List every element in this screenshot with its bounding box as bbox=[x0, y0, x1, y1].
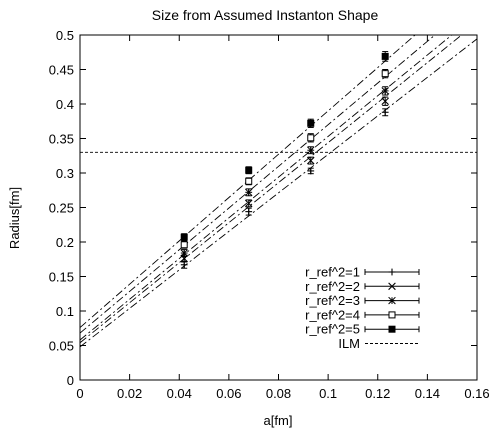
data-point bbox=[307, 146, 315, 155]
y-tick-label: 0.1 bbox=[56, 304, 74, 319]
data-point bbox=[244, 199, 253, 208]
y-tick-label: 0.4 bbox=[56, 97, 74, 112]
legend-label: r_ref^2=5 bbox=[305, 322, 360, 337]
data-point bbox=[180, 240, 188, 249]
point-marker bbox=[307, 134, 315, 142]
y-tick-label: 0.3 bbox=[56, 166, 74, 181]
legend-label: ILM bbox=[338, 336, 360, 351]
legend-item: r_ref^2=4 bbox=[305, 307, 420, 322]
legend-label: r_ref^2=3 bbox=[305, 293, 360, 308]
plot-frame bbox=[79, 34, 478, 381]
data-point bbox=[306, 156, 315, 165]
point-marker bbox=[307, 146, 315, 154]
x-tick-label: 0.08 bbox=[266, 386, 291, 401]
point-marker bbox=[244, 188, 253, 197]
data-point bbox=[180, 233, 188, 242]
data-point bbox=[307, 167, 315, 175]
legend-label: r_ref^2=2 bbox=[305, 279, 360, 294]
x-tick-label: 0 bbox=[76, 386, 83, 401]
data-point bbox=[381, 51, 389, 62]
point-marker bbox=[245, 177, 253, 185]
legend-item-ilm: ILM bbox=[338, 336, 419, 351]
data-point bbox=[381, 96, 389, 106]
fit-line bbox=[79, 38, 478, 348]
data-point bbox=[381, 69, 389, 79]
data-point bbox=[180, 249, 188, 257]
x-tick-label: 0.04 bbox=[167, 386, 192, 401]
legend-item: r_ref^2=2 bbox=[305, 279, 420, 294]
data-points-layer bbox=[180, 51, 389, 269]
point-marker bbox=[306, 156, 315, 165]
y-tick-label: 0.25 bbox=[49, 201, 74, 216]
data-point bbox=[245, 177, 253, 186]
fit-line bbox=[79, 34, 436, 334]
legend-item: r_ref^2=5 bbox=[305, 322, 420, 337]
x-tick-label: 0.02 bbox=[117, 386, 142, 401]
y-tick-label: 0.5 bbox=[56, 28, 74, 43]
y-tick-label: 0 bbox=[67, 373, 74, 388]
data-point bbox=[307, 118, 315, 128]
y-tick-label: 0.15 bbox=[49, 270, 74, 285]
point-marker bbox=[381, 52, 389, 60]
point-marker bbox=[180, 249, 188, 257]
fit-line bbox=[79, 34, 453, 341]
legend-marker bbox=[388, 296, 396, 305]
fit-line bbox=[79, 34, 462, 344]
legend-marker bbox=[388, 325, 396, 333]
data-point bbox=[381, 86, 389, 96]
data-point bbox=[245, 207, 253, 216]
x-tick-label: 0.14 bbox=[415, 386, 440, 401]
point-marker bbox=[180, 241, 188, 249]
legend-marker bbox=[388, 282, 396, 291]
legend-label: r_ref^2=1 bbox=[305, 265, 360, 280]
data-point bbox=[381, 108, 389, 117]
point-marker bbox=[381, 97, 389, 106]
y-tick-label: 0.35 bbox=[49, 132, 74, 147]
y-axis-label: Radius[fm] bbox=[7, 187, 22, 249]
legend-item: r_ref^2=1 bbox=[305, 265, 420, 280]
data-point bbox=[245, 166, 253, 175]
axis-ticks: 0 0.02 0.04 0.06 0.08 0.1 0.12 0.14 0.16 0 0.05 0.1… bbox=[49, 28, 490, 401]
fit-line bbox=[79, 34, 416, 328]
point-marker bbox=[381, 70, 389, 78]
fit-lines-layer bbox=[79, 34, 478, 348]
legend-label: r_ref^2=4 bbox=[305, 307, 360, 322]
x-tick-label: 0.16 bbox=[464, 386, 489, 401]
x-tick-label: 0.06 bbox=[216, 386, 241, 401]
data-point bbox=[307, 133, 315, 143]
data-point bbox=[244, 188, 253, 197]
y-tick-label: 0.2 bbox=[56, 235, 74, 250]
legend: r_ref^2=1r_ref^2=2r_ref^2=3r_ref^2=4r_re… bbox=[305, 265, 420, 351]
x-axis-label: a[fm] bbox=[264, 413, 293, 428]
point-marker bbox=[180, 233, 188, 241]
point-marker bbox=[307, 119, 315, 127]
legend-marker bbox=[388, 311, 396, 319]
point-marker bbox=[381, 87, 389, 95]
point-marker bbox=[245, 166, 253, 174]
y-tick-label: 0.45 bbox=[49, 63, 74, 78]
x-tick-label: 0.12 bbox=[365, 386, 390, 401]
x-tick-label: 0.1 bbox=[319, 386, 337, 401]
point-marker bbox=[244, 199, 253, 208]
legend-item: r_ref^2=3 bbox=[305, 293, 420, 308]
chart-title: Size from Assumed Instanton Shape bbox=[152, 7, 379, 23]
y-tick-label: 0.05 bbox=[49, 339, 74, 354]
